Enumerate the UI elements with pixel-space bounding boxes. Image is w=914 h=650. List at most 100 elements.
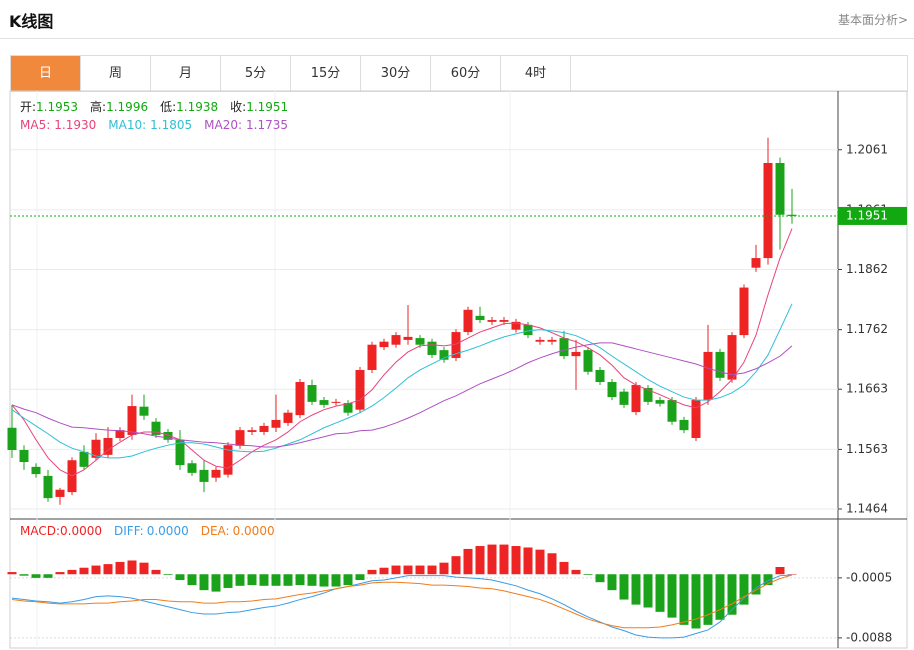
info-value: 1.1938: [176, 100, 218, 114]
candle-body: [727, 335, 737, 380]
candle-body: [343, 403, 353, 413]
candle-body: [31, 466, 41, 475]
macd-bar: [583, 574, 593, 575]
candle-body: [439, 350, 449, 360]
ma-legend-value: 1.1805: [150, 118, 192, 132]
macd-bar: [523, 547, 533, 575]
macd-bar: [55, 572, 65, 575]
candle-body: [499, 320, 509, 322]
candle-body: [271, 419, 281, 428]
candle-body: [175, 439, 185, 466]
macd-bar: [199, 574, 209, 591]
macd-bar: [403, 565, 413, 575]
candle-body: [247, 430, 257, 432]
macd-bar: [787, 574, 797, 575]
macd-bar: [271, 574, 281, 586]
macd-legend-value: 0.0000: [60, 524, 102, 538]
info-value: 1.1953: [36, 100, 78, 114]
macd-bar: [127, 560, 137, 575]
candle-body: [319, 400, 329, 405]
macd-bar: [475, 546, 485, 575]
macd-bar: [79, 567, 89, 575]
candle-body: [103, 437, 113, 455]
info-label: 收:: [230, 100, 246, 114]
period-tab[interactable]: 日: [11, 56, 81, 91]
candle-body: [487, 320, 497, 322]
y-tick-label: 1.1862: [846, 262, 888, 276]
macd-bar: [43, 574, 53, 578]
macd-bar: [223, 574, 233, 588]
period-tab[interactable]: 30分: [361, 56, 431, 91]
macd-bar: [343, 574, 353, 586]
macd-bar: [307, 574, 317, 586]
candle-body: [451, 332, 461, 358]
macd-bar: [115, 561, 125, 575]
macd-bar: [499, 544, 509, 575]
candle-body: [655, 400, 665, 404]
macd-line: [11, 574, 793, 629]
macd-bar: [211, 574, 221, 592]
macd-bar: [715, 574, 725, 620]
macd-bar: [775, 567, 785, 575]
y-tick-label: -0.0005: [846, 570, 892, 584]
period-tab[interactable]: 5分: [221, 56, 291, 91]
candle-body: [163, 431, 173, 440]
ma-line: [11, 228, 793, 477]
candle-body: [715, 351, 725, 378]
info-label: 高:: [90, 99, 106, 114]
period-tab[interactable]: 周: [81, 56, 151, 91]
period-tab[interactable]: 4时: [501, 56, 571, 91]
macd-bar: [463, 548, 473, 575]
macd-bar: [163, 574, 173, 575]
macd-bar: [703, 574, 713, 625]
macd-legend-name: DEA:: [201, 524, 230, 538]
candle-body: [559, 338, 569, 357]
macd-bar: [103, 564, 113, 575]
candle-body: [463, 309, 473, 333]
macd-bar: [175, 574, 185, 581]
macd-bar: [571, 569, 581, 575]
candle-body: [691, 400, 701, 438]
chart-frame: [9, 90, 908, 649]
info-value: 1.1996: [106, 100, 148, 114]
candle-body: [415, 338, 425, 345]
macd-bar: [19, 574, 29, 576]
candle-body: [223, 445, 233, 475]
candle-body: [703, 351, 713, 401]
macd-bar: [331, 574, 341, 587]
macd-bar: [691, 574, 701, 629]
candle-body: [307, 385, 317, 402]
macd-bar: [439, 562, 449, 575]
candle-body: [679, 419, 689, 431]
y-tick-label: -0.0088: [846, 630, 892, 644]
ma-legend-name: MA20:: [204, 118, 242, 132]
candle-body: [115, 430, 125, 438]
ma-line: [11, 303, 793, 459]
macd-bar: [259, 574, 269, 586]
y-tick-label: 1.1464: [846, 501, 888, 515]
macd-bar: [235, 574, 245, 586]
candle-body: [751, 258, 761, 268]
candle-body: [619, 391, 629, 405]
info-value: 1.1951: [246, 100, 288, 114]
ma-legend-value: 1.1735: [246, 118, 288, 132]
period-tab[interactable]: 60分: [431, 56, 501, 91]
period-tab[interactable]: 15分: [291, 56, 361, 91]
period-tab[interactable]: 月: [151, 56, 221, 91]
candle-body: [535, 339, 545, 342]
macd-bar: [391, 565, 401, 575]
candle-body: [571, 351, 581, 357]
macd-line: [11, 574, 793, 639]
y-tick-label: 1.2061: [846, 142, 888, 156]
fundamental-link[interactable]: 基本面分析>: [837, 13, 908, 27]
candle-body: [631, 385, 641, 413]
macd-bar: [67, 569, 77, 575]
macd-bar: [187, 574, 197, 586]
macd-bar: [379, 567, 389, 575]
candle-body: [427, 341, 437, 355]
macd-bar: [487, 544, 497, 575]
macd-bar: [91, 565, 101, 575]
macd-legend-name: DIFF:: [114, 524, 144, 538]
candle-body: [91, 439, 101, 458]
